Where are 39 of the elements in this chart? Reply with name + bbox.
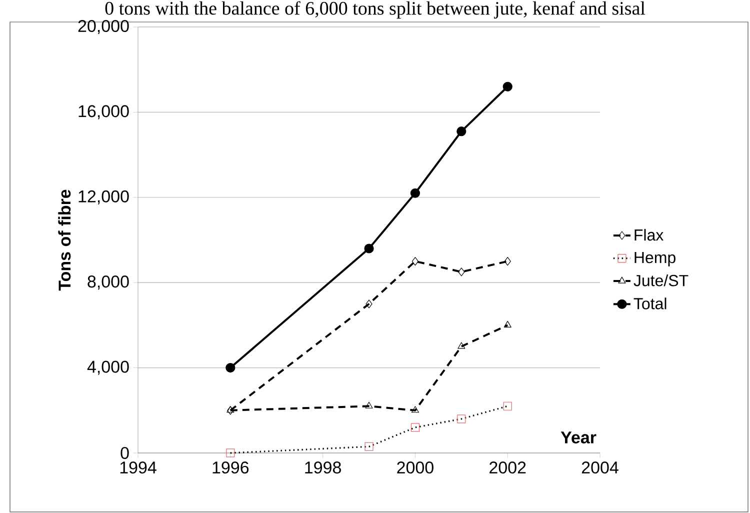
y-tick-label: 4,000 — [87, 360, 129, 375]
point — [458, 342, 466, 349]
point — [410, 423, 420, 432]
legend-label: Total — [634, 298, 666, 310]
point — [456, 126, 466, 136]
x-tick-label: 2004 — [582, 462, 618, 474]
x-tick-label: 1994 — [120, 462, 156, 474]
x-tick-label: 1996 — [212, 462, 249, 474]
point — [366, 300, 372, 308]
y-tick-label: 20,000 — [78, 20, 129, 34]
y-tick-label: 8,000 — [88, 276, 129, 290]
legend-label: Hemp — [634, 252, 676, 266]
point — [226, 406, 234, 413]
point — [226, 448, 235, 458]
x-axis-title: Year — [560, 432, 596, 444]
x-tick-label: 1998 — [305, 462, 341, 474]
y-tick-label: 0 — [120, 446, 129, 460]
legend-label: Flax — [634, 228, 664, 241]
x-tick-label: 2002 — [490, 462, 526, 474]
y-axis-title: Tons of fibre — [58, 190, 71, 291]
point — [226, 362, 236, 373]
point — [411, 406, 419, 413]
point — [504, 320, 512, 328]
point — [227, 406, 234, 415]
point — [457, 414, 466, 424]
y-tick-label: 16,000 — [78, 105, 129, 120]
point — [503, 402, 512, 410]
point — [410, 188, 420, 198]
point — [364, 442, 374, 451]
legend-label: Jute/ST — [634, 274, 688, 286]
y-tick-label: 12,000 — [78, 190, 129, 204]
point — [504, 256, 511, 266]
point — [365, 402, 373, 408]
point — [412, 256, 419, 266]
point — [502, 82, 512, 92]
x-tick-label: 2000 — [397, 462, 434, 474]
point — [458, 268, 465, 276]
text: 0 tons with the balance of 6,000 tons split between jute, kenaf and sisal — [105, 1, 646, 19]
point — [364, 244, 374, 254]
